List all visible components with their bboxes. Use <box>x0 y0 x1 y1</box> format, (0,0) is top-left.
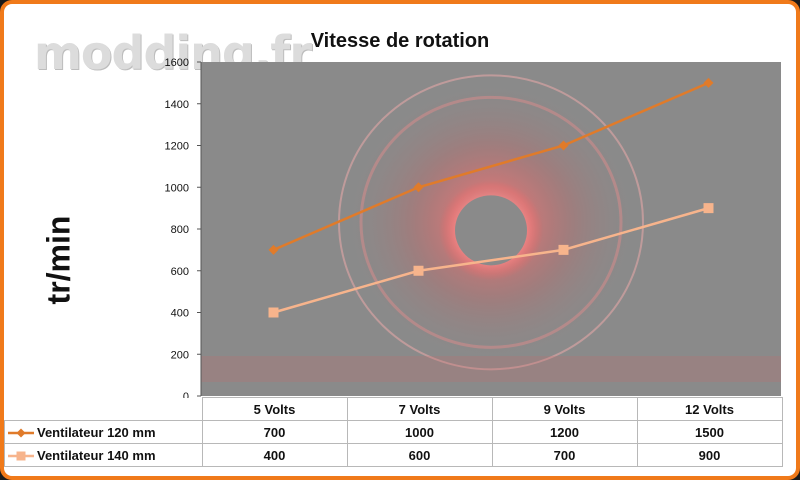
chart-plot: 0 200 400 600 800 1000 1200 1400 1600 <box>165 57 781 403</box>
data-table: 5 Volts 7 Volts 9 Volts 12 Volts Ventila… <box>4 397 783 467</box>
data-point <box>268 244 279 255</box>
table-cell: 1500 <box>636 420 783 444</box>
fan-ring-inner <box>359 95 623 349</box>
table-cell: 700 <box>491 443 638 467</box>
data-table-header-row: 5 Volts 7 Volts 9 Volts 12 Volts <box>4 397 783 421</box>
table-cell: 600 <box>346 443 493 467</box>
data-point <box>268 307 279 318</box>
data-point <box>558 140 569 151</box>
data-table-corner <box>4 397 202 421</box>
data-point <box>703 203 714 214</box>
data-table-row: Ventilateur 140 mm 400 600 700 900 <box>4 443 783 467</box>
legend-label: Ventilateur 120 mm <box>37 425 156 441</box>
legend-line-square-icon <box>8 451 34 461</box>
series-line-1 <box>273 81 709 252</box>
y-tick-label: 1000 <box>165 182 189 194</box>
series-line-2 <box>273 206 709 314</box>
table-cell: 1200 <box>491 420 638 444</box>
y-tick-label: 800 <box>171 224 189 236</box>
y-tick-label: 1600 <box>165 57 189 69</box>
y-tick-label: 600 <box>171 266 189 278</box>
chart-title: Vitesse de rotation <box>310 30 490 52</box>
legend-entry-120: Ventilateur 120 mm <box>4 420 203 444</box>
data-point <box>413 265 424 276</box>
y-tick-label: 0 <box>183 391 189 403</box>
legend-label: Ventilateur 140 mm <box>37 448 156 464</box>
floor-reflection <box>201 356 781 382</box>
category-header: 5 Volts <box>201 397 348 421</box>
y-tick-label: 1200 <box>165 141 189 153</box>
category-header: 7 Volts <box>346 397 493 421</box>
data-point <box>558 244 569 255</box>
table-cell: 900 <box>636 443 783 467</box>
legend-entry-140: Ventilateur 140 mm <box>4 443 203 467</box>
y-tick-label: 200 <box>171 349 189 361</box>
data-point <box>413 182 424 193</box>
y-tick-label: 1400 <box>165 99 189 111</box>
table-cell: 1000 <box>346 420 493 444</box>
data-point <box>703 77 714 88</box>
data-table-row: Ventilateur 120 mm 700 1000 1200 1500 <box>4 420 783 444</box>
category-header: 9 Volts <box>491 397 638 421</box>
y-tick-label: 400 <box>171 308 189 320</box>
table-cell: 400 <box>201 443 348 467</box>
legend-line-diamond-icon <box>8 428 34 438</box>
category-header: 12 Volts <box>636 397 783 421</box>
table-cell: 700 <box>201 420 348 444</box>
fan-hub <box>455 195 527 266</box>
